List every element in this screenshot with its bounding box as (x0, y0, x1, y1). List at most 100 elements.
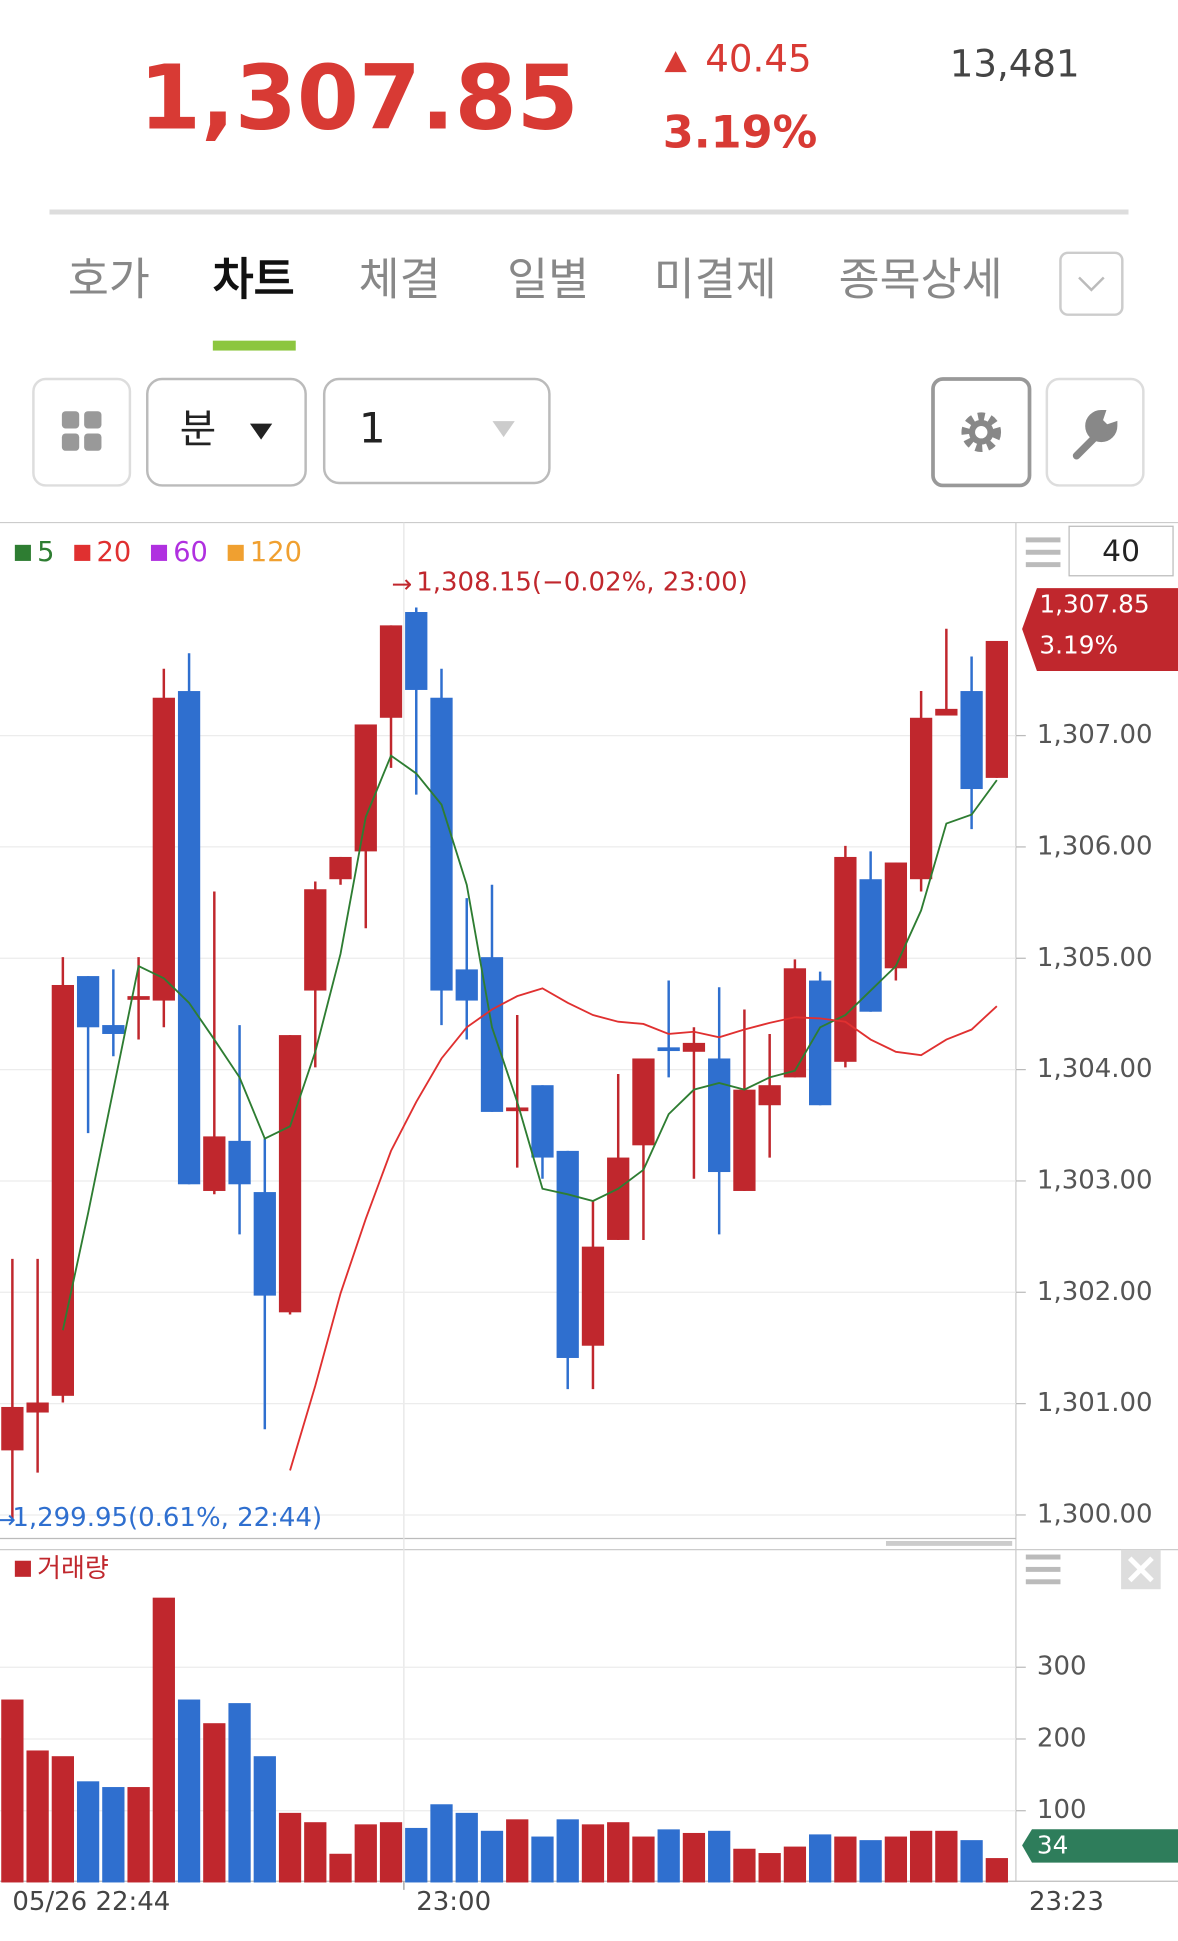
volume-bar (682, 1832, 706, 1883)
candle-body (531, 1085, 554, 1158)
candle-body (304, 889, 327, 991)
candle-body (102, 1025, 125, 1034)
high-annotation: 1,308.15(−0.02%, 23:00) (416, 568, 748, 598)
volume-bar (985, 1858, 1008, 1883)
tab[interactable]: 호가 (68, 254, 150, 306)
volume-bar (278, 1812, 302, 1883)
volume-bar (632, 1836, 655, 1883)
candle-body (682, 1042, 706, 1052)
volume-bar (405, 1827, 428, 1883)
more-tabs[interactable] (1059, 251, 1124, 316)
candle-body (632, 1058, 655, 1146)
y-tick-label: 1,307.00 (1037, 720, 1153, 750)
candle-body (127, 996, 150, 1000)
volume-bar (354, 1824, 377, 1883)
volume-bar (304, 1822, 327, 1883)
candle-body (834, 856, 857, 1062)
legend-label: 60 (173, 537, 208, 568)
unit-text: 분 (180, 407, 216, 453)
volume-bar (76, 1781, 100, 1883)
volume-bar (480, 1830, 504, 1883)
y-tick-label: 1,303.00 (1037, 1165, 1153, 1195)
legend-swatch (74, 544, 91, 561)
menu-icon[interactable] (1025, 1554, 1061, 1585)
layout-button[interactable] (32, 377, 132, 487)
y-tick-label: 1,302.00 (1037, 1277, 1153, 1307)
annotation-arrow: → (0, 1505, 16, 1534)
volume-bar (809, 1834, 832, 1883)
close-icon (1127, 1556, 1154, 1583)
volume-bar (657, 1829, 680, 1883)
volume-bar (1, 1699, 24, 1883)
candle-body (278, 1035, 302, 1313)
candle-body (329, 856, 352, 880)
legend-swatch (227, 544, 244, 561)
legend-label: 20 (97, 537, 132, 568)
volume-bar (884, 1836, 908, 1883)
candle-body (26, 1402, 49, 1413)
menu-icon[interactable] (1025, 537, 1061, 568)
volume-bar (581, 1824, 605, 1883)
x-tick-label: 23:00 (416, 1887, 491, 1917)
volume-bar (329, 1853, 352, 1883)
dropdown-arrow (249, 423, 273, 440)
volume-tag-text: 34 (1037, 1831, 1068, 1860)
gear-icon (961, 412, 1002, 453)
chevron (1078, 276, 1105, 292)
y-tick-label: 300 (1037, 1652, 1087, 1682)
price-tag-text: 3.19% (1039, 630, 1118, 659)
tab[interactable]: 체결 (359, 254, 441, 306)
volume-bar (430, 1804, 453, 1883)
x-tick-label: 23:23 (1029, 1887, 1104, 1917)
y-tick-label: 1,301.00 (1037, 1388, 1153, 1418)
candle-body (556, 1150, 579, 1358)
volume-bar (783, 1846, 807, 1883)
period-select[interactable] (322, 377, 551, 485)
tab-bar: 호가 차트 체결 일별 미결제 종목상세 (68, 254, 1003, 306)
volume-bar (26, 1750, 49, 1883)
tab[interactable]: 차트 (213, 254, 295, 306)
candle-body (405, 612, 428, 690)
candle-body (354, 724, 377, 852)
price: 1,307.85 (139, 47, 579, 151)
volume-bar (127, 1787, 150, 1883)
volume-bar (859, 1840, 882, 1883)
candle-body (152, 697, 175, 1001)
volume-bar (177, 1699, 201, 1883)
legend-swatch (14, 1560, 31, 1577)
count-input[interactable] (1068, 525, 1174, 577)
annotation-arrow: → (392, 570, 413, 599)
legend-swatch (150, 544, 168, 561)
period-text: 1 (359, 403, 386, 452)
y-tick-label: 1,300.00 (1037, 1499, 1153, 1529)
volume-bar (51, 1756, 74, 1883)
candle-body (455, 969, 478, 1001)
tab[interactable]: 일별 (507, 254, 589, 306)
candle-body (581, 1246, 605, 1346)
candle-body (859, 879, 882, 1012)
volume: 13,481 (950, 42, 1080, 85)
legend-label: 5 (37, 537, 54, 568)
volume-bar (152, 1597, 175, 1883)
y-tick-label: 200 (1037, 1723, 1087, 1753)
candle-body (607, 1157, 630, 1240)
volume-bar (531, 1836, 554, 1883)
moving-average (61, 754, 998, 1331)
volume-bar (733, 1848, 756, 1883)
change: 40.45 (705, 38, 811, 81)
candle-body (76, 976, 100, 1028)
candle-body (985, 640, 1008, 778)
volume-bar (379, 1822, 403, 1883)
candle-body (657, 1047, 680, 1052)
tab[interactable]: 종목상세 (839, 254, 1003, 306)
up-triangle (664, 51, 687, 73)
candle-body (935, 708, 958, 716)
unit-select[interactable] (146, 377, 307, 487)
dropdown-arrow (492, 421, 515, 438)
tab[interactable]: 미결제 (654, 254, 777, 306)
low-annotation: 1,299.95(0.61%, 22:44) (12, 1503, 322, 1533)
y-tick-label: 100 (1037, 1795, 1087, 1825)
wrench-icon (1072, 409, 1118, 460)
